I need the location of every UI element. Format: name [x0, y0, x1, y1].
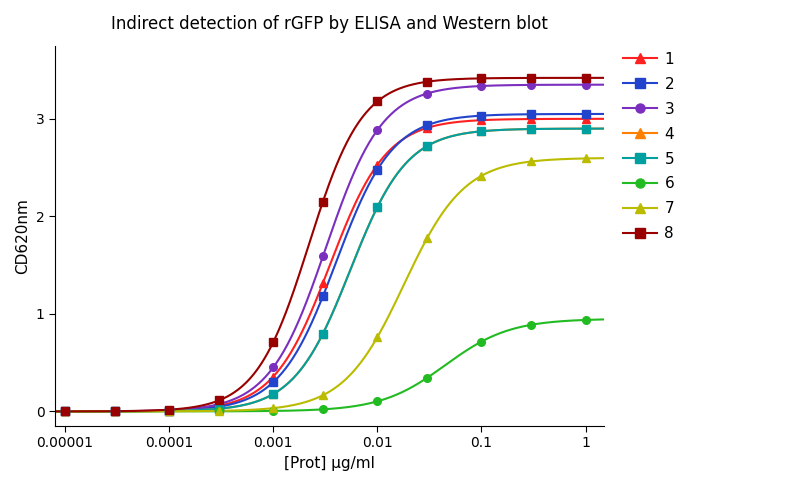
X-axis label: [Prot] µg/ml: [Prot] µg/ml	[284, 456, 375, 471]
Title: Indirect detection of rGFP by ELISA and Western blot: Indirect detection of rGFP by ELISA and …	[111, 15, 548, 33]
Legend: 1, 2, 3, 4, 5, 6, 7, 8: 1, 2, 3, 4, 5, 6, 7, 8	[617, 46, 680, 247]
Y-axis label: CD620nm: CD620nm	[15, 198, 30, 274]
